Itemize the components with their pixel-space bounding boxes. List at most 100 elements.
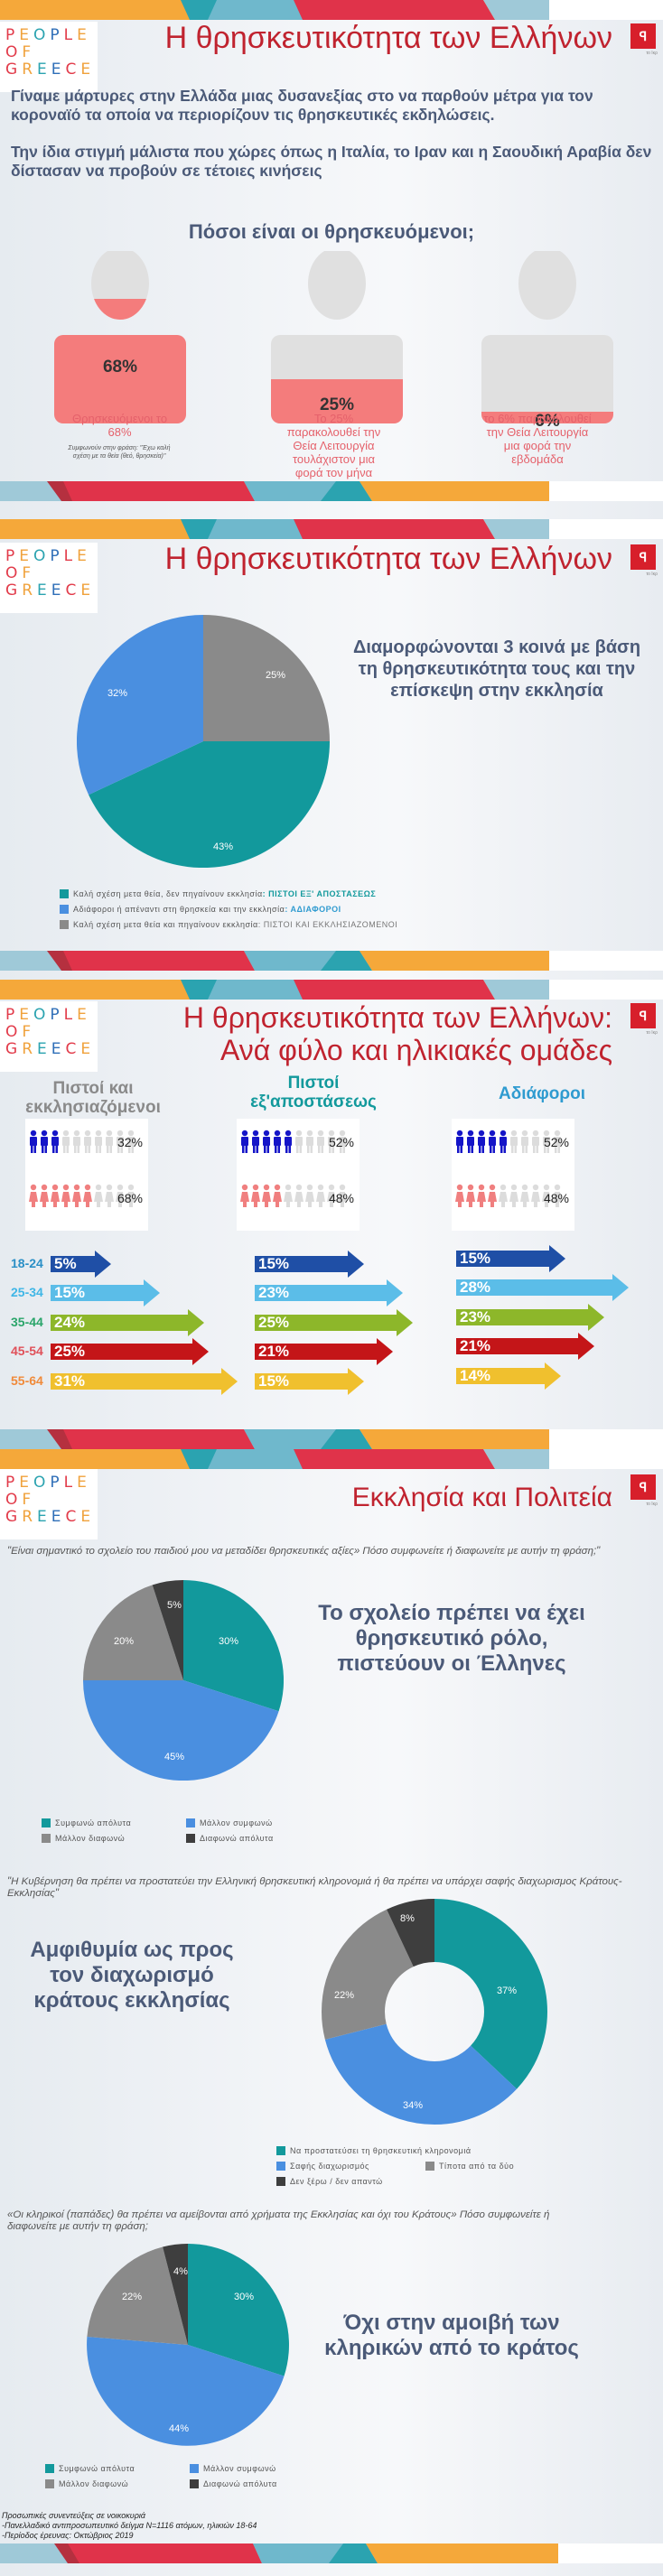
male-person-icon <box>509 1130 518 1158</box>
male-person-icon <box>83 1130 92 1158</box>
person-figure-6: 6% <box>481 251 613 432</box>
female-pct: 48% <box>543 1191 569 1205</box>
age-label-45-54: 45-54 <box>11 1344 43 1358</box>
gray-swatch <box>42 1833 51 1843</box>
legend-item: Δεν ξέρω / δεν απαντώ <box>276 2173 514 2189</box>
svg-text:25%: 25% <box>266 670 285 681</box>
age-label-55-64: 55-64 <box>11 1373 43 1388</box>
svg-text:30%: 30% <box>234 2292 254 2302</box>
audiences-claim: Διαμορφώνονται 3 κοινά με βάση τη θρησκε… <box>352 637 641 701</box>
age-arrow: 21% <box>456 1333 595 1360</box>
male-person-icon <box>338 1130 347 1158</box>
svg-text:32%: 32% <box>107 688 127 699</box>
female-person-icon <box>284 1184 293 1213</box>
gender-card-indifferent: 52% 48% <box>452 1119 574 1231</box>
female-person-icon <box>51 1184 60 1213</box>
age-arrow: 5% <box>51 1251 111 1278</box>
gray-swatch <box>425 2161 434 2171</box>
svg-text:44%: 44% <box>169 2423 189 2434</box>
legend-item: Σαφής διαχωρισμός Τίποτα από τα δύο <box>276 2158 514 2173</box>
methodology-notes: Προσωπικές συνεντεύξεις σε νοικοκυριά -Π… <box>2 2511 257 2540</box>
male-person-icon <box>499 1130 508 1158</box>
blue-swatch <box>190 2463 199 2473</box>
legend-item: Αδιάφοροι ή απέναντι στη θρησκεία και τη… <box>60 901 397 916</box>
age-arrow: 31% <box>51 1368 238 1395</box>
intro-paragraph-2: Την ίδια στιγμή μάλιστα που χώρες όπως η… <box>11 143 652 180</box>
audiences-pie-chart: 25% 43% 32% <box>77 615 330 868</box>
age-label-25-34: 25-34 <box>11 1285 43 1299</box>
question-separation: "Η Κυβέρνηση θα πρέπει να προστατεύει τη… <box>7 1876 622 1899</box>
male-pct: 52% <box>328 1135 354 1149</box>
male-person-icon <box>251 1130 260 1158</box>
legend-item: Μάλλον διαφωνώ <box>45 2476 190 2491</box>
female-person-icon <box>61 1184 70 1213</box>
legend-item: Καλή σχέση μετα θεία και πηγαίνουν εκκλη… <box>60 916 397 932</box>
slide-three-audiences: PEOPLE OF GREECE Η θρησκευτικότητα των Ε… <box>0 501 663 971</box>
female-icons <box>29 1184 135 1213</box>
legend-item: Μάλλον διαφωνώ <box>42 1830 186 1846</box>
male-person-icon <box>466 1130 475 1158</box>
teal-swatch <box>276 2145 285 2155</box>
school-pie-chart: 30% 45% 20% 5% <box>83 1580 284 1781</box>
svg-text:5%: 5% <box>167 1600 182 1611</box>
bottom-stripe <box>0 951 663 971</box>
group-heading-indifferent: Αδιάφοροι <box>498 1084 586 1103</box>
male-person-icon <box>126 1130 135 1158</box>
slide-gender-age: PEOPLE OF GREECE Η θρησκευτικότητα των Ε… <box>0 971 663 1449</box>
caption-6: το 6% παρακολουθεί την Θεία Λειτουργία μ… <box>483 412 592 466</box>
teal-swatch <box>60 888 69 898</box>
male-icons <box>240 1130 347 1158</box>
female-person-icon <box>105 1184 114 1213</box>
gender-card-distant-believers: 52% 48% <box>237 1119 360 1231</box>
male-person-icon <box>553 1130 562 1158</box>
group-heading-distant-believers: Πιστοί εξ'αποστάσεως <box>250 1074 377 1111</box>
age-arrow: 15% <box>255 1251 364 1278</box>
partner-logo: ꟼ το Ικρ <box>625 1474 658 1511</box>
partner-logo: ꟼ το Ικρ <box>625 1003 658 1039</box>
slide-religiosity-overview: PEOPLE OF GREECE Η θρησκευτικότητα των Ε… <box>0 0 663 501</box>
svg-text:20%: 20% <box>114 1636 134 1647</box>
female-person-icon <box>72 1184 81 1213</box>
female-person-icon <box>553 1184 562 1213</box>
male-person-icon <box>51 1130 60 1158</box>
top-stripe <box>0 519 663 539</box>
female-person-icon <box>116 1184 125 1213</box>
male-person-icon <box>531 1130 540 1158</box>
female-person-icon <box>316 1184 325 1213</box>
people-of-greece-logo: PEOPLE OF GREECE <box>0 1001 98 1072</box>
male-person-icon <box>327 1130 336 1158</box>
male-icons <box>29 1130 135 1158</box>
female-person-icon <box>305 1184 314 1213</box>
female-person-icon <box>520 1184 529 1213</box>
school-legend: Συμφωνώ απόλυτα Μάλλον συμφωνώ Μάλλον δι… <box>42 1815 313 1846</box>
female-person-icon <box>273 1184 282 1213</box>
female-person-icon <box>477 1184 486 1213</box>
age-arrow: 25% <box>51 1338 209 1365</box>
svg-text:8%: 8% <box>400 1913 415 1924</box>
person-figure-68: 68% <box>54 251 186 432</box>
group-heading-churchgoers: Πιστοί και εκκλησιαζόμενοι <box>25 1079 161 1117</box>
people-of-greece-logo: PEOPLE OF GREECE <box>0 22 98 92</box>
female-person-icon <box>531 1184 540 1213</box>
female-person-icon <box>327 1184 336 1213</box>
female-person-icon <box>488 1184 497 1213</box>
svg-text:22%: 22% <box>334 1990 354 2001</box>
male-pct: 32% <box>117 1135 143 1149</box>
male-person-icon <box>116 1130 125 1158</box>
male-person-icon <box>94 1130 103 1158</box>
separation-legend: Να προστατεύσει τη θρησκευτική κληρονομι… <box>276 2143 514 2189</box>
age-arrow: 24% <box>51 1309 204 1336</box>
separation-donut-chart: 37% 34% 22% 8% <box>322 1899 547 2125</box>
male-person-icon <box>105 1130 114 1158</box>
male-person-icon <box>520 1130 529 1158</box>
female-person-icon <box>126 1184 135 1213</box>
svg-text:43%: 43% <box>213 842 233 852</box>
gray-swatch <box>45 2478 54 2488</box>
female-icons <box>240 1184 347 1213</box>
female-person-icon <box>251 1184 260 1213</box>
age-label-18-24: 18-24 <box>11 1256 43 1270</box>
people-of-greece-logo: PEOPLE OF GREECE <box>0 543 98 613</box>
caption-68: Θρησκευόμενοι το 68% <box>71 412 168 439</box>
male-person-icon <box>72 1130 81 1158</box>
male-person-icon <box>488 1130 497 1158</box>
